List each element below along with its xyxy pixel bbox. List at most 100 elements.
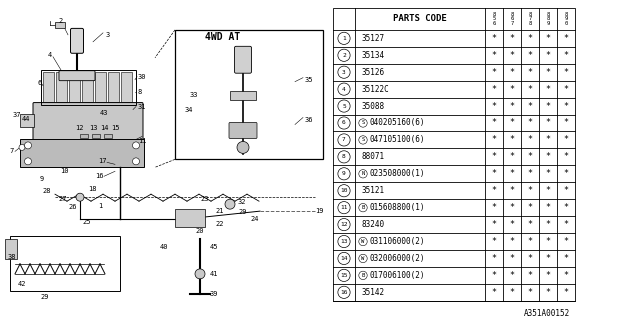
Text: 023508000(1): 023508000(1): [369, 169, 424, 178]
Text: *: *: [545, 152, 550, 161]
Text: *: *: [527, 101, 532, 111]
Text: 16: 16: [95, 173, 104, 179]
Text: 8
7
8: 8 7 8: [529, 12, 532, 26]
Text: 9: 9: [40, 176, 44, 182]
Text: 26: 26: [68, 204, 77, 210]
Bar: [20, 114, 34, 127]
Text: 35122C: 35122C: [362, 84, 390, 94]
Text: 45: 45: [210, 244, 218, 250]
Text: 35121: 35121: [362, 186, 385, 195]
Text: 12: 12: [75, 125, 83, 132]
Text: 35142: 35142: [362, 288, 385, 297]
Text: 15: 15: [340, 273, 348, 278]
Text: 42: 42: [18, 281, 26, 287]
Text: 36: 36: [305, 116, 314, 123]
Text: 44: 44: [22, 116, 31, 122]
Text: *: *: [509, 101, 515, 111]
Text: 17: 17: [98, 158, 106, 164]
Text: 27: 27: [58, 196, 67, 202]
Text: 14: 14: [100, 125, 109, 132]
Bar: [230, 91, 256, 100]
Text: *: *: [527, 135, 532, 144]
FancyBboxPatch shape: [229, 123, 257, 139]
Text: *: *: [509, 254, 515, 263]
Bar: [175, 30, 323, 159]
Text: *: *: [509, 288, 515, 297]
Text: *: *: [545, 68, 550, 77]
Text: *: *: [545, 254, 550, 263]
Text: *: *: [509, 118, 515, 127]
Bar: [43, 72, 54, 101]
Circle shape: [338, 202, 350, 214]
Text: 11: 11: [138, 139, 147, 144]
Text: B: B: [362, 273, 365, 278]
Text: *: *: [492, 135, 497, 144]
Circle shape: [338, 252, 350, 265]
Text: N: N: [362, 171, 365, 176]
Text: *: *: [545, 186, 550, 195]
Text: *: *: [563, 169, 568, 178]
Text: *: *: [509, 68, 515, 77]
Bar: [108, 72, 119, 101]
Text: *: *: [563, 237, 568, 246]
Text: 35088: 35088: [362, 101, 385, 111]
Text: *: *: [492, 68, 497, 77]
Text: 015608800(1): 015608800(1): [369, 203, 424, 212]
Text: *: *: [492, 152, 497, 161]
Text: 10: 10: [340, 188, 348, 193]
Circle shape: [338, 151, 350, 163]
Text: *: *: [527, 220, 532, 229]
Circle shape: [359, 254, 367, 263]
Circle shape: [24, 158, 31, 165]
FancyBboxPatch shape: [59, 71, 95, 81]
Text: 33: 33: [190, 92, 198, 98]
Text: *: *: [527, 254, 532, 263]
Text: 35: 35: [305, 77, 314, 83]
Text: *: *: [563, 68, 568, 77]
Text: *: *: [527, 271, 532, 280]
Text: *: *: [545, 288, 550, 297]
Text: 35127: 35127: [362, 34, 385, 43]
Text: *: *: [527, 84, 532, 94]
Circle shape: [338, 269, 350, 282]
Text: B: B: [362, 205, 365, 210]
Text: 8: 8: [342, 154, 346, 159]
Text: 4: 4: [342, 87, 346, 92]
Circle shape: [338, 236, 350, 248]
Circle shape: [359, 204, 367, 212]
Text: 88071: 88071: [362, 152, 385, 161]
Text: 43: 43: [100, 109, 109, 116]
Text: *: *: [492, 101, 497, 111]
Text: 8: 8: [138, 89, 142, 95]
Text: *: *: [563, 152, 568, 161]
Text: *: *: [527, 118, 532, 127]
Text: *: *: [509, 51, 515, 60]
Text: 5: 5: [342, 104, 346, 108]
Text: *: *: [563, 220, 568, 229]
Text: *: *: [509, 271, 515, 280]
Text: 25: 25: [82, 219, 90, 225]
Text: *: *: [492, 84, 497, 94]
Text: *: *: [509, 237, 515, 246]
Bar: [80, 134, 88, 139]
Bar: [121, 72, 132, 101]
Text: *: *: [545, 271, 550, 280]
Text: 3: 3: [106, 32, 110, 38]
Text: *: *: [492, 169, 497, 178]
Text: *: *: [545, 237, 550, 246]
Text: *: *: [527, 68, 532, 77]
Text: 10: 10: [60, 168, 68, 174]
Text: *: *: [509, 152, 515, 161]
Text: 8
5
6: 8 5 6: [492, 12, 495, 26]
Text: *: *: [492, 118, 497, 127]
Text: 1: 1: [342, 36, 346, 41]
Text: 32: 32: [238, 199, 246, 205]
Text: W: W: [362, 239, 365, 244]
Text: *: *: [527, 34, 532, 43]
Circle shape: [225, 199, 235, 209]
Circle shape: [359, 271, 367, 280]
Text: 35134: 35134: [362, 51, 385, 60]
Text: 83240: 83240: [362, 220, 385, 229]
Text: 29: 29: [238, 209, 246, 215]
Text: A351A00152: A351A00152: [524, 309, 570, 318]
